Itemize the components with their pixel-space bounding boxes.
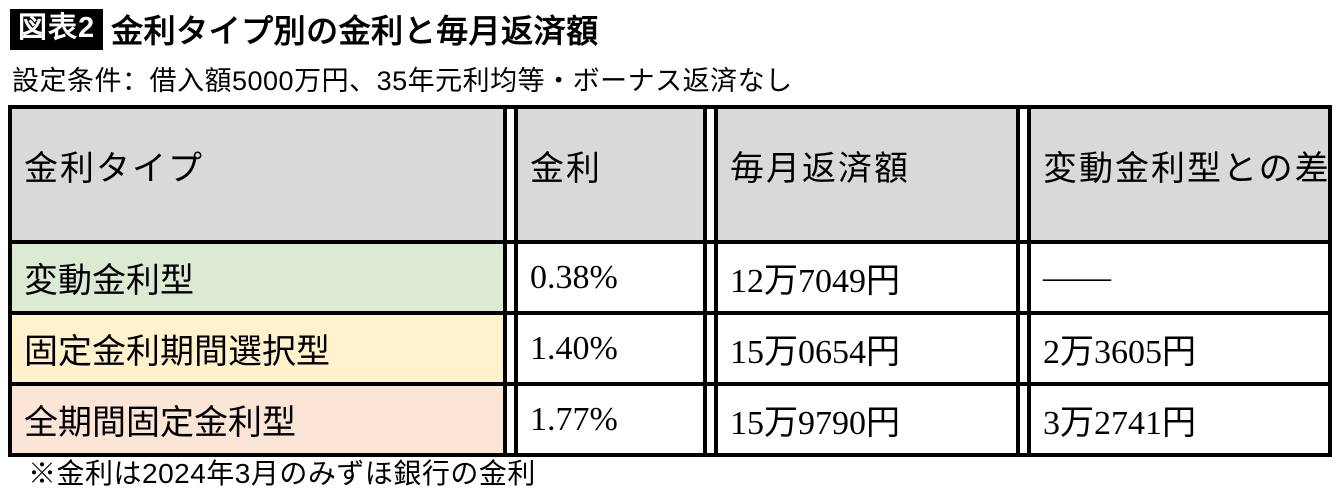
cell-diff: 2万3605円 bbox=[1027, 315, 1332, 382]
table-header-row: 金利タイプ 金利 毎月返済額 変動金利型との差 bbox=[8, 105, 1332, 240]
page-title: 金利タイプ別の金利と毎月返済額 bbox=[111, 13, 599, 49]
title-row: 図表2 金利タイプ別の金利と毎月返済額 bbox=[0, 0, 1340, 52]
cell-rate: 0.38% bbox=[514, 244, 707, 311]
table-row-fixed-period-rate: 固定金利期間選択型 1.40% 15万0654円 2万3605円 bbox=[8, 311, 1332, 382]
cell-monthly-payment: 12万7049円 bbox=[714, 244, 1020, 311]
cell-rate-type: 全期間固定金利型 bbox=[8, 386, 507, 453]
table-row-full-term-fixed-rate: 全期間固定金利型 1.77% 15万9790円 3万2741円 bbox=[8, 382, 1332, 457]
rate-comparison-table: 金利タイプ 金利 毎月返済額 変動金利型との差 変動金利型 0.38% 12万7… bbox=[8, 105, 1332, 457]
column-header-diff-vs-variable: 変動金利型との差 bbox=[1027, 109, 1332, 240]
column-header-monthly-payment: 毎月返済額 bbox=[714, 109, 1020, 240]
cell-monthly-payment: 15万0654円 bbox=[714, 315, 1020, 382]
cell-monthly-payment: 15万9790円 bbox=[714, 386, 1020, 453]
footnote: ※金利は2024年3月のみずほ銀行の金利 bbox=[28, 458, 536, 489]
cell-diff: 3万2741円 bbox=[1027, 386, 1332, 453]
cell-diff: ―― bbox=[1027, 244, 1332, 311]
column-header-rate-type: 金利タイプ bbox=[8, 109, 507, 240]
cell-rate: 1.77% bbox=[514, 386, 707, 453]
table-row-variable-rate: 変動金利型 0.38% 12万7049円 ―― bbox=[8, 240, 1332, 311]
cell-rate-type: 固定金利期間選択型 bbox=[8, 315, 507, 382]
cell-rate: 1.40% bbox=[514, 315, 707, 382]
figure-number-badge: 図表2 bbox=[10, 8, 104, 50]
column-header-rate: 金利 bbox=[514, 109, 707, 240]
cell-rate-type: 変動金利型 bbox=[8, 244, 507, 311]
conditions-subtitle: 設定条件：借入額5000万円、35年元利均等・ボーナス返済なし bbox=[12, 66, 793, 96]
